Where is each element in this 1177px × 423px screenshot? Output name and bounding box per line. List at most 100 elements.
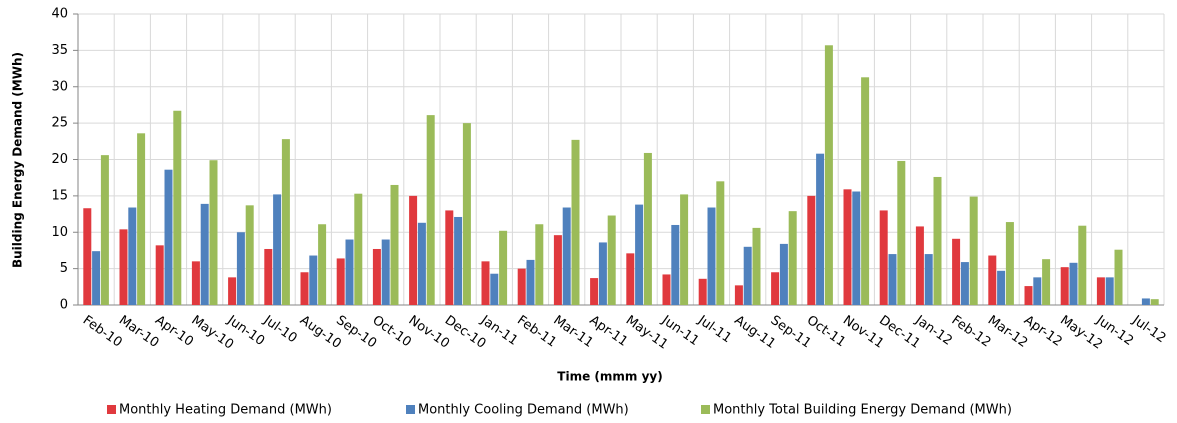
bar [779, 243, 788, 305]
bar [553, 235, 562, 305]
bar [734, 285, 743, 305]
legend-swatch [406, 405, 415, 414]
x-tick-label: Oct-10 [369, 313, 413, 350]
bar [861, 77, 870, 305]
bar [852, 191, 861, 305]
legend-label: Monthly Total Building Energy Demand (MW… [713, 403, 1012, 418]
bar [788, 211, 797, 305]
bar [1114, 249, 1123, 305]
y-tick-label: 35 [51, 43, 68, 58]
bar [137, 133, 146, 305]
bar [526, 259, 535, 305]
bar [390, 184, 399, 305]
bar [598, 242, 607, 305]
bar [1033, 277, 1042, 305]
bar [969, 196, 978, 305]
bar [988, 255, 997, 305]
bar [1060, 267, 1069, 305]
x-tick-label: Feb-12 [949, 313, 994, 351]
y-tick-label: 40 [51, 7, 68, 22]
legend-label: Monthly Cooling Demand (MWh) [418, 403, 629, 418]
bar [1005, 222, 1014, 305]
bar [1024, 286, 1033, 305]
bar [83, 208, 92, 305]
bar [372, 248, 381, 305]
bar [426, 115, 435, 305]
bar [318, 224, 327, 305]
legend-swatch [701, 405, 710, 414]
bar [454, 216, 463, 305]
bar [716, 181, 725, 305]
bar [273, 194, 282, 305]
x-tick-label: Sep-11 [768, 313, 814, 352]
legend-swatch [107, 405, 116, 414]
bar [100, 155, 109, 305]
bar [119, 229, 128, 305]
x-axis-title: Time (mmm yy) [557, 370, 662, 384]
bar [680, 194, 689, 305]
bar [571, 139, 580, 305]
y-tick-label: 0 [60, 298, 68, 313]
x-tick-label: Apr-10 [152, 313, 196, 350]
bar [354, 193, 363, 305]
bar [417, 222, 426, 305]
bar [228, 277, 237, 305]
bar [607, 215, 616, 305]
bar [888, 254, 897, 305]
x-tick-label: Jul-11 [694, 312, 734, 346]
legend-label: Monthly Heating Demand (MWh) [119, 403, 332, 418]
bar [707, 207, 716, 305]
bar [933, 176, 942, 305]
y-tick-label: 10 [51, 225, 68, 240]
bar [245, 205, 254, 305]
x-tick-label: Feb-11 [514, 313, 559, 351]
bar [1141, 298, 1150, 305]
bar [300, 272, 309, 305]
bar [445, 210, 454, 305]
bar [562, 207, 571, 305]
bar [824, 45, 833, 305]
y-tick-label: 25 [51, 116, 68, 131]
x-tick-label: Mar-10 [116, 313, 161, 351]
bar [698, 278, 707, 305]
x-tick-label: Jul-10 [260, 312, 300, 346]
bar [155, 245, 164, 305]
bar [807, 195, 816, 305]
bar [345, 239, 354, 305]
bar [499, 230, 508, 305]
bar [481, 261, 490, 305]
bar [173, 110, 182, 305]
x-tick-label: Sep-10 [333, 313, 379, 352]
bar [1150, 299, 1159, 305]
bar [952, 238, 961, 305]
bar [409, 195, 418, 305]
bar [816, 153, 825, 305]
y-tick-label: 20 [51, 152, 68, 167]
bar [626, 253, 635, 305]
bar [771, 272, 780, 305]
bar [1069, 262, 1078, 305]
bar [281, 139, 290, 305]
bar [924, 254, 933, 305]
bar [643, 152, 652, 305]
bar [671, 224, 680, 305]
bar [309, 255, 318, 305]
x-tick-label: Mar-11 [550, 313, 595, 351]
bar [879, 210, 888, 305]
bar [662, 274, 671, 305]
bar [209, 160, 218, 305]
bar [590, 278, 599, 305]
bar [128, 207, 137, 305]
x-tick-label: Mar-12 [985, 313, 1030, 351]
y-tick-label: 5 [60, 261, 68, 276]
x-tick-label: Feb-10 [80, 313, 125, 351]
y-tick-label: 15 [51, 188, 68, 203]
bar [1105, 277, 1114, 305]
bar [92, 251, 101, 305]
bar [462, 123, 471, 305]
bar [336, 258, 345, 305]
y-axis-title: Building Energy Demand (MWh) [11, 52, 25, 268]
bar [1078, 225, 1087, 305]
bar [1042, 259, 1051, 305]
